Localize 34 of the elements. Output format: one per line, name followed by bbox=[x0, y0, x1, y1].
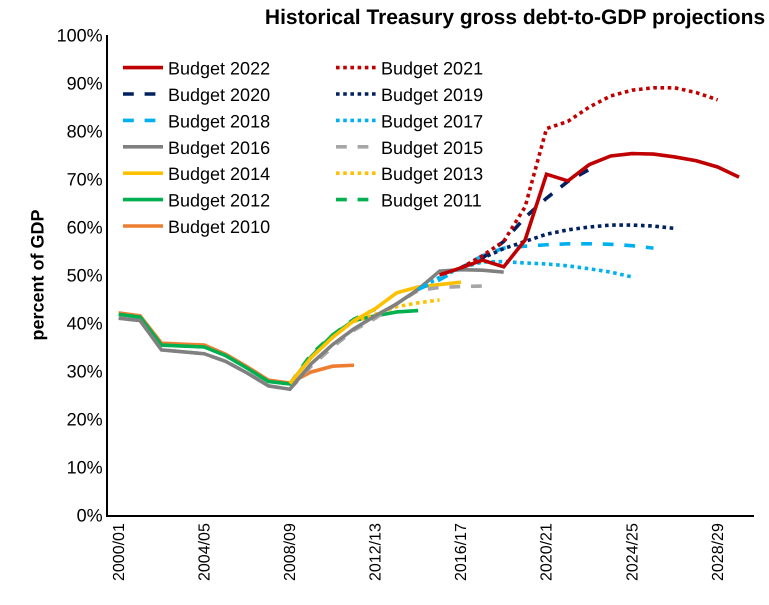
legend-label: Budget 2019 bbox=[381, 85, 484, 106]
y-axis-title: percent of GDP bbox=[27, 209, 48, 341]
x-tick-label: 2012/13 bbox=[368, 523, 385, 581]
x-tick-label: 2000/01 bbox=[110, 523, 128, 581]
y-tick-label: 20% bbox=[66, 409, 103, 430]
y-tick-label: 30% bbox=[66, 361, 103, 382]
x-tick-label: 2016/17 bbox=[453, 523, 470, 581]
legend-label: Budget 2010 bbox=[168, 217, 270, 238]
y-tick-label: 80% bbox=[66, 121, 103, 142]
chart-title: Historical Treasury gross debt-to-GDP projections bbox=[264, 6, 766, 29]
y-tick-label: 40% bbox=[66, 313, 103, 334]
y-tick-label: 50% bbox=[66, 265, 103, 286]
y-tick-label: 60% bbox=[66, 217, 103, 238]
legend-label: Budget 2016 bbox=[168, 138, 270, 158]
legend-label: Budget 2021 bbox=[381, 58, 484, 79]
legend-label: Budget 2015 bbox=[381, 138, 484, 158]
y-tick-label: 0% bbox=[76, 505, 103, 526]
x-tick-label: 2020/21 bbox=[538, 523, 556, 581]
y-tick-label: 90% bbox=[66, 73, 103, 94]
legend-label: Budget 2011 bbox=[381, 190, 482, 211]
x-tick-label: 2004/05 bbox=[196, 523, 214, 581]
x-tick-label: 2024/25 bbox=[624, 523, 642, 581]
legend-label: Budget 2018 bbox=[168, 111, 270, 132]
legend-label: Budget 2020 bbox=[168, 85, 270, 106]
legend-label: Budget 2022 bbox=[168, 58, 270, 79]
y-tick-label: 70% bbox=[66, 169, 103, 190]
legend-label: Budget 2014 bbox=[168, 164, 270, 184]
y-tick-label: 100% bbox=[56, 25, 103, 46]
legend-label: Budget 2013 bbox=[381, 164, 484, 184]
x-tick-label: 2008/09 bbox=[282, 523, 300, 581]
legend-label: Budget 2017 bbox=[381, 111, 484, 132]
y-tick-label: 10% bbox=[66, 457, 103, 478]
x-tick-label: 2028/29 bbox=[710, 523, 727, 581]
legend-label: Budget 2012 bbox=[168, 190, 270, 211]
